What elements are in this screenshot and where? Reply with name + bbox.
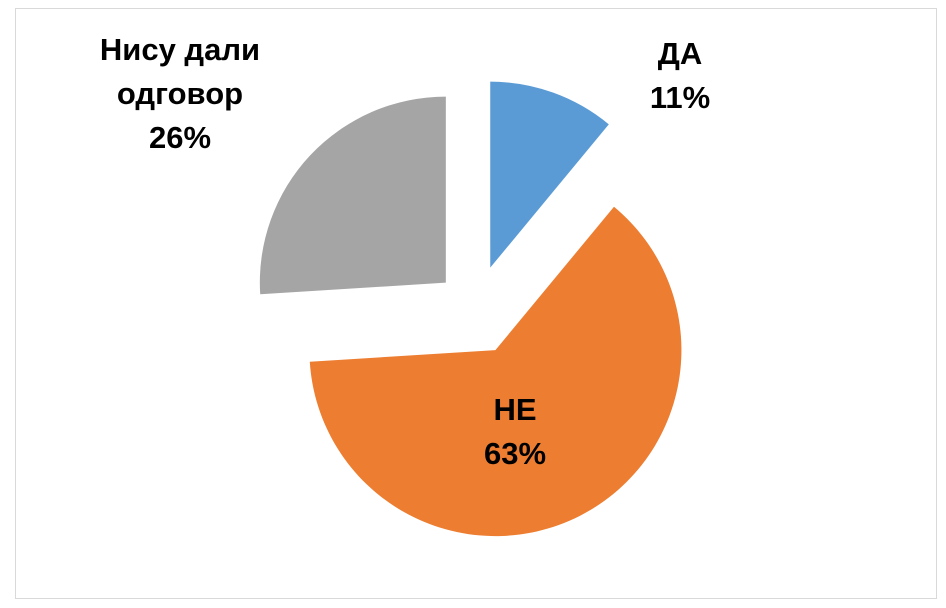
- data-label: Нису дали одговор 26%: [80, 28, 280, 160]
- slice-value: 11%: [649, 80, 711, 115]
- data-label: НЕ 63%: [450, 388, 580, 476]
- slice-category: Нису дали одговор: [99, 32, 261, 111]
- slice-value: 63%: [483, 436, 547, 471]
- pie-slice: [490, 81, 609, 268]
- chart-frame: [15, 8, 937, 599]
- slice-category: НЕ: [493, 392, 537, 427]
- pie-slice: [259, 96, 446, 295]
- data-label: ДА 11%: [620, 32, 740, 120]
- pie-slice: [309, 206, 682, 537]
- slice-category: ДА: [657, 36, 703, 71]
- slice-value: 26%: [148, 120, 212, 155]
